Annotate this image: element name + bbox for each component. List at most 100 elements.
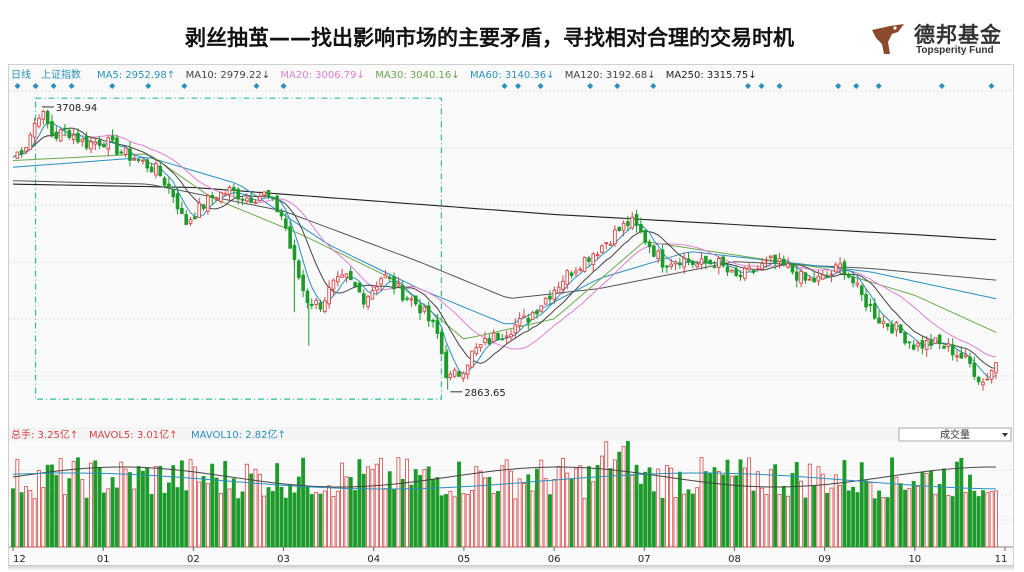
volume-bar — [621, 445, 626, 548]
candle-body — [405, 297, 409, 300]
signal-marker-icon — [68, 83, 75, 89]
candle-body — [123, 147, 128, 155]
volume-bar — [11, 488, 15, 548]
candle-body — [197, 202, 202, 219]
candle-body — [50, 121, 54, 136]
volume-bar — [93, 460, 98, 548]
month-tick-label: 11 — [995, 554, 1008, 565]
candle-body — [89, 141, 93, 150]
candle-body — [396, 283, 401, 287]
candle-body — [188, 219, 193, 225]
volume-bar — [669, 467, 674, 548]
candle-body — [907, 341, 912, 344]
candle-body — [318, 302, 323, 310]
ma-legend-item: MA20: 3006.79↓ — [280, 70, 364, 81]
dropdown-arrow-icon — [1002, 433, 1008, 437]
candle-body — [71, 134, 76, 141]
candle-body — [58, 129, 63, 142]
index-name[interactable]: 上证指数 — [41, 68, 81, 81]
volume-bar — [790, 472, 795, 548]
candle-body — [435, 319, 440, 334]
period-label[interactable]: 日线 — [11, 68, 31, 81]
volume-bar — [76, 457, 80, 548]
candle-body — [660, 249, 665, 268]
volume-bar — [868, 482, 873, 548]
candle-body — [591, 253, 596, 265]
ma20-line — [12, 134, 997, 358]
volume-bar — [513, 498, 518, 548]
highlight-box-rect — [34, 97, 442, 400]
volume-bar — [379, 457, 383, 548]
volume-bar — [439, 495, 444, 548]
candle-body — [985, 378, 990, 381]
candle-body — [93, 141, 98, 145]
candle-body — [803, 272, 808, 281]
candle-body — [149, 166, 154, 173]
candle-body — [15, 151, 20, 159]
ma120-line — [12, 180, 997, 299]
candle-body — [994, 362, 998, 374]
volume-bar — [50, 464, 54, 548]
volume-bar — [140, 470, 145, 548]
signal-marker-icon — [501, 83, 508, 89]
candle-body — [665, 265, 669, 268]
volume-bar — [664, 465, 669, 548]
volume-bar — [812, 485, 817, 548]
volume-bar — [816, 466, 821, 548]
volume-bar — [400, 478, 405, 548]
volume-bar — [197, 481, 202, 548]
candle-body — [608, 243, 613, 246]
volume-bar — [781, 485, 786, 548]
volume-bar — [244, 463, 249, 548]
candle-body — [258, 196, 262, 201]
candle-body — [976, 376, 981, 383]
ma-legend-item: MA60: 3140.36↓ — [470, 70, 554, 81]
volume-bar — [253, 468, 258, 548]
candle-body — [136, 159, 141, 161]
signal-marker-icon — [614, 83, 621, 89]
volume-bar — [989, 491, 994, 548]
candle-body — [794, 271, 799, 281]
candle-body — [335, 276, 340, 283]
volume-bar — [777, 493, 782, 548]
volume-bar — [846, 490, 851, 548]
volume-bar — [543, 478, 548, 548]
volume-bar — [721, 474, 726, 548]
volume-bar — [348, 477, 353, 548]
candle-body — [361, 293, 366, 305]
price-annotation: 3708.94 — [56, 103, 97, 114]
volume-bar — [58, 458, 63, 548]
candle-body — [214, 198, 219, 201]
candle-body — [846, 273, 851, 278]
volume-bar — [45, 464, 50, 548]
volume-bar — [820, 473, 825, 548]
volume-bar — [587, 466, 591, 548]
candle-body — [851, 276, 855, 284]
volume-bar — [409, 484, 414, 548]
candle-body — [175, 193, 180, 210]
volume-bar — [561, 457, 565, 548]
volume-bar — [825, 492, 830, 548]
candle-body — [721, 256, 725, 267]
candle-body — [730, 270, 734, 273]
candle-body — [613, 229, 617, 245]
candle-body — [807, 278, 812, 281]
volume-bar — [71, 461, 76, 548]
candle-body — [781, 258, 786, 266]
candle-body — [816, 275, 821, 282]
indicator-select[interactable]: 成交量 — [898, 427, 1012, 442]
candle-body — [327, 287, 331, 305]
candle-body — [842, 261, 847, 275]
price-annotations: 3708.94 2863.65 — [41, 103, 506, 399]
candle-body — [634, 214, 639, 226]
candle-body — [309, 304, 314, 306]
volume-bar — [119, 461, 124, 548]
candle-body — [565, 270, 570, 285]
candle-body — [673, 261, 678, 265]
ma30-line — [12, 153, 997, 340]
volume-bar — [426, 466, 431, 548]
volume-bar — [955, 461, 959, 548]
volume-bar — [760, 487, 765, 548]
candle-body — [548, 295, 552, 300]
candle-body — [110, 135, 115, 141]
